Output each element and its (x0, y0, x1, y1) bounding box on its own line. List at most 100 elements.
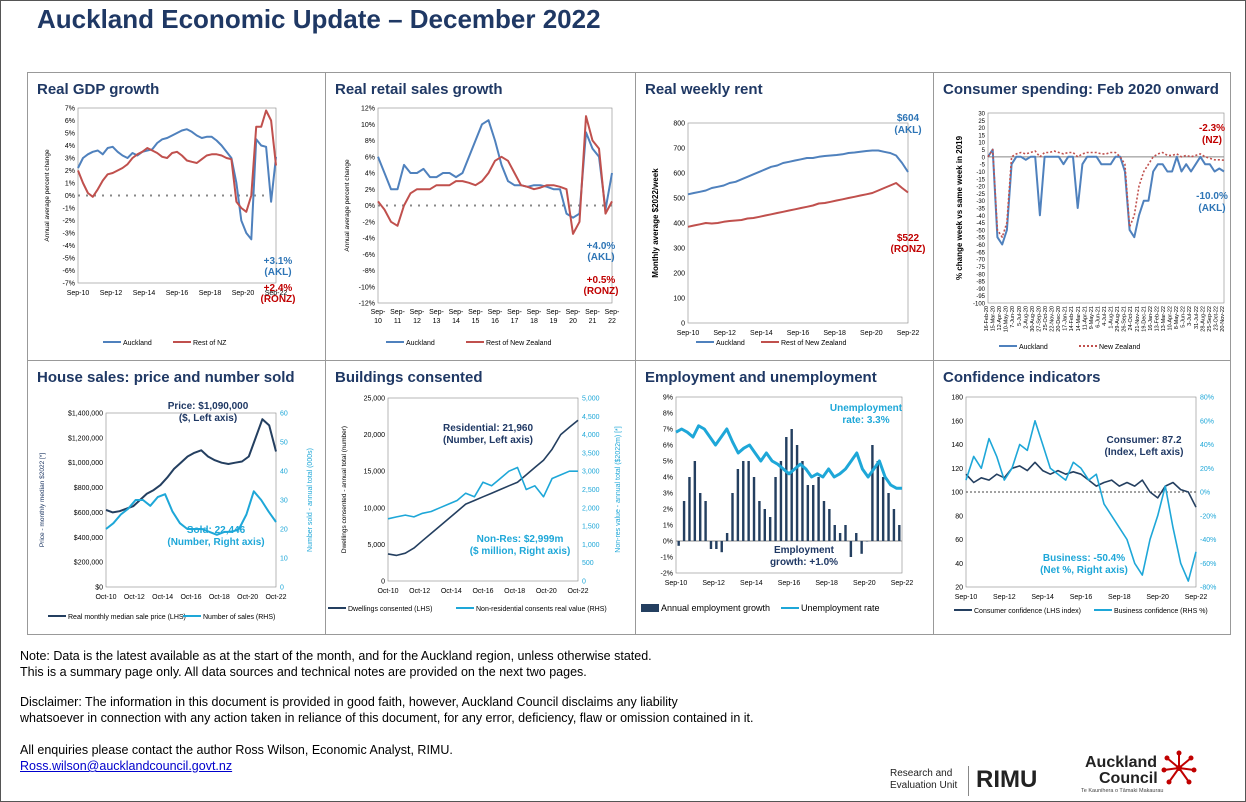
x-tick-label: Sep-18 (1108, 594, 1131, 601)
series-line-secondary (105, 490, 277, 536)
y-tick-label: -35 (976, 207, 985, 213)
chart-annotation: Non-Res: $2,999m (477, 534, 564, 545)
legend-label: Real monthly median sale price (LHS) (68, 614, 186, 621)
employment-growth-bar (779, 461, 783, 541)
x-tick-label: Sep-12 (100, 290, 123, 297)
y-tick-label: 0 (381, 579, 385, 586)
y-tick-label: 2% (65, 168, 75, 175)
rimu-divider (968, 766, 969, 796)
plot-area (105, 412, 277, 588)
y-tick-label: 160 (951, 418, 963, 425)
x-tick-label: Sep-22 (265, 290, 288, 297)
x-tick-label: Sep-14 (750, 330, 773, 337)
panel-title: Confidence indicators (943, 369, 1101, 386)
y-tick-label: 15 (978, 133, 985, 139)
rimu-logo: Research and Evaluation Unit RIMU (890, 766, 1050, 800)
x-tick-label: 19-Dec-21 (1141, 306, 1147, 332)
y-tick-label: 0% (663, 539, 673, 546)
series-line-primary (687, 149, 909, 196)
y-axis-label: % change week vs same week in 2019 (955, 135, 964, 280)
chart-annotation: Business: -50.4% (1043, 553, 1125, 564)
y-tick-label: 0% (65, 193, 75, 200)
chart-annotation: growth: +1.0% (770, 557, 838, 568)
employment-growth-bar (860, 541, 863, 554)
legend-label: Rest of NZ (193, 340, 227, 347)
employment-growth-bar (881, 477, 885, 541)
y-tick-label: $200,000 (74, 560, 103, 567)
y-tick-label: 20,000 (364, 432, 386, 439)
x-tick-label: 21-Nov-21 (1135, 306, 1141, 332)
x-tick-label: Sep-12 (702, 580, 725, 587)
x-tick-label: 18 (530, 318, 538, 325)
employment-growth-bar (822, 501, 826, 541)
series-line-secondary (77, 109, 277, 213)
x-tick-label: 30-Aug-20 (1030, 306, 1036, 332)
employment-growth-bar (812, 485, 815, 541)
x-tick-label: 25-Oct-20 (1043, 306, 1049, 330)
y-tick-label: 600 (673, 171, 685, 178)
chart-spending: 302520151050-5-10-15-20-25-30-35-40-45-5… (955, 112, 1228, 352)
y-tick-label: 5% (65, 131, 75, 138)
x-tick-label: 20-Nov-22 (1220, 306, 1226, 332)
x-tick-label: 15 (472, 318, 480, 325)
y-tick-label: 400 (673, 221, 685, 228)
x-tick-label: Sep-18 (815, 580, 838, 587)
employment-growth-bar (871, 445, 874, 541)
x-tick-label: Oct-10 (377, 588, 398, 595)
x-tick-label: Sep-22 (891, 580, 914, 587)
chart-annotation: (AKL) (587, 252, 614, 263)
chart-annotation: (Number, Right axis) (167, 537, 264, 548)
x-tick-label: Sep- (488, 309, 503, 316)
panel-rent: Real weekly rent 800 700 600 500 400 300 200 10… (635, 72, 936, 363)
y-tick-label: 180 (951, 395, 963, 402)
chart-annotation: (Number, Left axis) (443, 435, 533, 446)
x-tick-label: 4-Jul-21 (1102, 306, 1108, 326)
y-tick-label: -45 (976, 221, 985, 227)
y-tick-label: -15 (976, 177, 985, 183)
x-tick-label: 1-Aug-21 (1109, 306, 1115, 329)
y-tick-label: $0 (95, 585, 103, 592)
x-tick-label: 15-Mar-20 (991, 306, 997, 331)
plot-area (687, 122, 909, 324)
employment-growth-bar (838, 533, 842, 541)
y-tick-label: -25 (976, 192, 985, 198)
employment-growth-bar (801, 461, 804, 541)
y-tick-label: 3% (65, 156, 75, 163)
employment-growth-bar (715, 541, 718, 549)
x-tick-label: Sep-14 (1031, 594, 1054, 601)
panel-title: Real retail sales growth (335, 81, 503, 98)
chart-annotation: (Index, Left axis) (1105, 447, 1184, 458)
employment-growth-bar (758, 501, 761, 541)
chart-rent: 800 700 600 500 400 300 200 100 0 Sep-10 Sep-12 Sep… (651, 113, 926, 347)
y-tick-label: 6% (65, 118, 75, 125)
y-tick-label: -65 (976, 250, 985, 256)
chart-annotation: (Net %, Right axis) (1040, 565, 1128, 576)
chart-annotation: (AKL) (1198, 203, 1225, 214)
y-right-tick-label: 0% (1200, 490, 1210, 497)
x-tick-label: Sep-12 (993, 594, 1016, 601)
series-line-primary (987, 148, 1225, 246)
y-tick-label: 80 (955, 513, 963, 520)
legend-swatch (641, 604, 659, 612)
rimu-line-1: Research and (890, 768, 953, 779)
y-right-tick-label: 40 (280, 469, 288, 476)
y-tick-label: 100 (951, 490, 963, 497)
x-tick-label: Oct-22 (265, 594, 286, 601)
x-tick-label: Oct-16 (472, 588, 493, 595)
x-tick-label: Sep-14 (133, 290, 156, 297)
x-tick-label: Oct-18 (209, 594, 230, 601)
y-tick-label: $800,000 (74, 485, 103, 492)
page-title: Auckland Economic Update – December 2022 (37, 4, 601, 34)
y-tick-label: -95 (976, 294, 985, 300)
y-right-tick-label: 20% (1200, 466, 1214, 473)
chart-annotation: $522 (897, 233, 920, 244)
x-tick-label: Sep-18 (823, 330, 846, 337)
y-axis-label: Price - monthly median $2022 [*] (39, 453, 46, 547)
x-tick-label: 2-Aug-20 (1023, 306, 1029, 329)
contact-email-link[interactable]: Ross.wilson@aucklandcouncil.govt.nz (20, 759, 233, 773)
y-tick-label: 4% (663, 475, 673, 482)
chart-annotation: ($, Left axis) (179, 413, 237, 424)
x-tick-label: Sep-12 (713, 330, 736, 337)
y-tick-label: 5 (982, 148, 986, 154)
y-tick-label: -30 (976, 199, 985, 205)
